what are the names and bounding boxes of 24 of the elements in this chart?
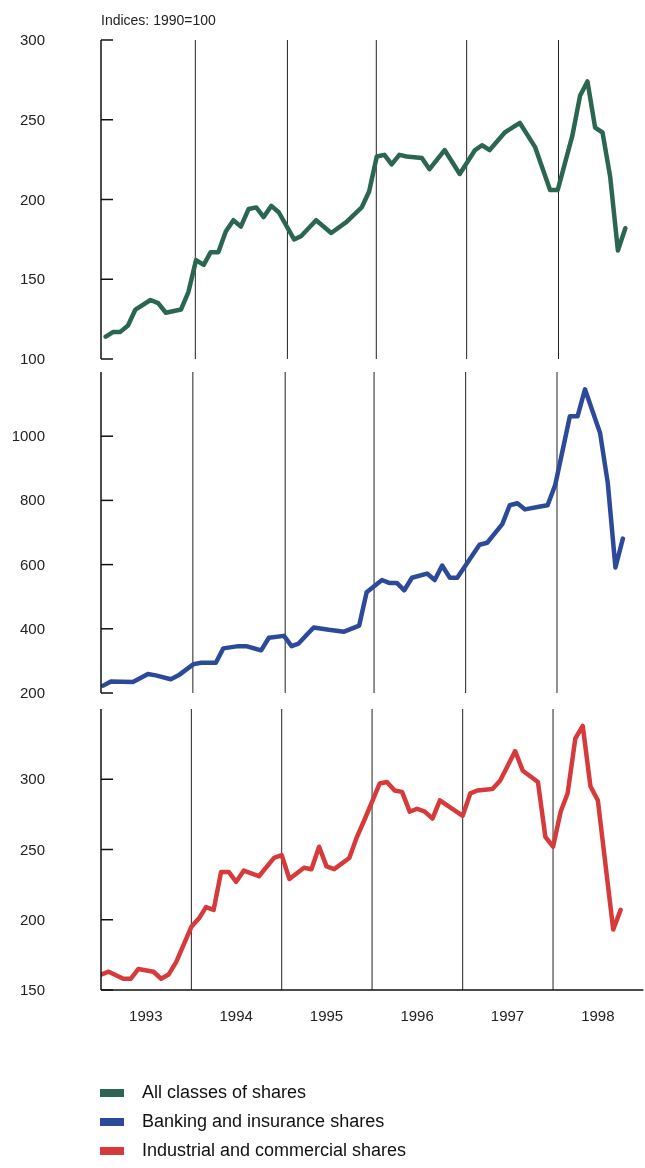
- x-tick-label: 1994: [219, 1006, 253, 1024]
- legend-label: Banking and insurance shares: [142, 1111, 385, 1132]
- y-tick-label: 200: [19, 910, 45, 928]
- y-tick-label: 1000: [11, 427, 45, 445]
- x-tick-label: 1995: [309, 1006, 344, 1024]
- y-tick-label: 600: [19, 555, 45, 573]
- legend-label: Industrial and commercial shares: [142, 1140, 407, 1161]
- x-tick-label: 1996: [400, 1006, 434, 1024]
- x-tick-label: 1998: [581, 1006, 615, 1024]
- y-tick-label: 100: [19, 350, 45, 367]
- y-tick-label: 250: [19, 110, 45, 128]
- y-axis-title: Indices: 1990=100: [101, 12, 216, 28]
- y-tick-label: 200: [19, 684, 45, 701]
- x-tick-label: 1997: [490, 1006, 525, 1024]
- y-tick-label: 400: [19, 619, 45, 637]
- y-tick-label: 200: [19, 190, 45, 208]
- y-tick-label: 800: [19, 491, 45, 509]
- legend-label: All classes of shares: [142, 1082, 307, 1103]
- y-tick-label: 300: [19, 770, 45, 788]
- y-tick-label: 150: [19, 981, 45, 998]
- y-tick-label: 300: [19, 31, 45, 48]
- x-tick-label: 1993: [129, 1006, 163, 1024]
- y-tick-label: 150: [19, 270, 45, 288]
- y-tick-label: 250: [19, 840, 45, 858]
